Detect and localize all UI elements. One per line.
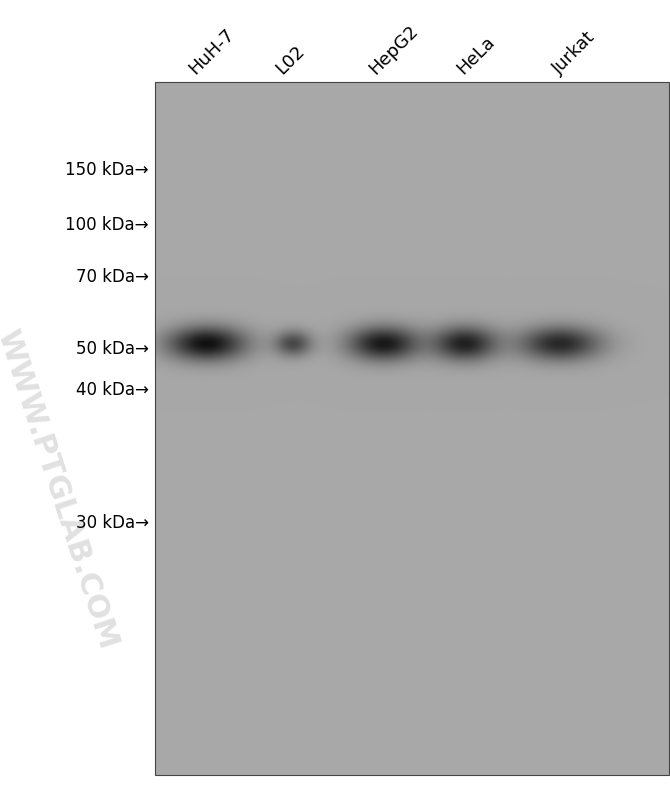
Text: HeLa: HeLa	[453, 33, 498, 78]
Text: HuH-7: HuH-7	[185, 25, 237, 78]
Text: 150 kDa→: 150 kDa→	[65, 161, 149, 179]
Text: 50 kDa→: 50 kDa→	[76, 340, 149, 358]
Text: WWW.PTGLAB.COM: WWW.PTGLAB.COM	[0, 326, 123, 653]
Text: 40 kDa→: 40 kDa→	[76, 382, 149, 399]
Text: 100 kDa→: 100 kDa→	[65, 216, 149, 234]
Bar	[155, 82, 669, 775]
Text: Jurkat: Jurkat	[549, 28, 598, 78]
Text: HepG2: HepG2	[366, 22, 422, 78]
Text: L02: L02	[272, 42, 308, 78]
Text: 70 kDa→: 70 kDa→	[76, 268, 149, 285]
Text: 30 kDa→: 30 kDa→	[76, 514, 149, 532]
